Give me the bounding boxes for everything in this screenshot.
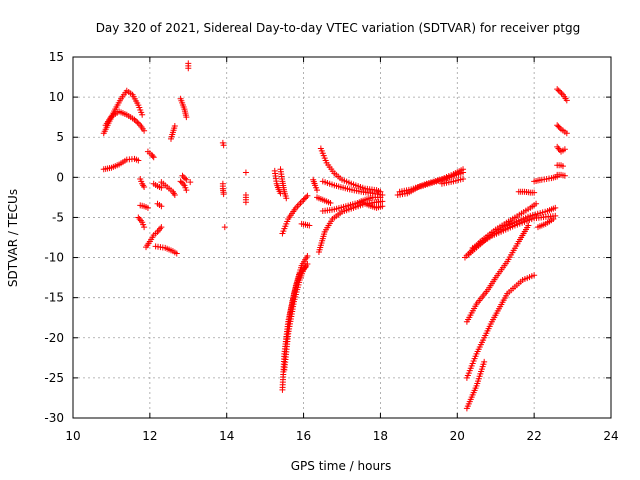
y-axis-label: SDTVAR / TECUs	[6, 189, 20, 287]
x-tick-label: 12	[142, 429, 157, 443]
data-point	[460, 166, 467, 173]
data-point	[550, 216, 557, 223]
data-point	[561, 172, 568, 179]
data-point	[277, 190, 284, 197]
data-point	[300, 196, 307, 203]
x-tick-label: 22	[527, 429, 542, 443]
data-point	[220, 142, 227, 149]
data-point	[555, 123, 562, 130]
data-point	[460, 175, 467, 182]
x-tick-label: 24	[603, 429, 618, 443]
data-point	[144, 204, 151, 211]
x-tick-label: 14	[219, 429, 234, 443]
data-point	[178, 179, 185, 186]
data-point	[314, 187, 321, 194]
data-point	[132, 117, 139, 124]
data-point	[558, 90, 565, 97]
data-point	[220, 191, 227, 198]
data-point	[327, 200, 334, 207]
y-tick-label: 5	[56, 130, 64, 144]
data-point	[135, 120, 142, 127]
data-point	[561, 146, 568, 153]
data-point	[177, 178, 184, 185]
plot-frame	[72, 56, 612, 419]
data-point	[158, 203, 165, 210]
data-point	[283, 195, 290, 202]
data-point	[150, 154, 157, 161]
y-tick-label: -25	[44, 371, 64, 385]
data-point	[379, 203, 386, 210]
data-point	[158, 184, 165, 191]
y-tick-label: 10	[49, 90, 64, 104]
grid	[73, 57, 611, 418]
data-point	[173, 250, 180, 257]
data-point	[554, 122, 561, 129]
data-point	[306, 222, 313, 229]
data-point	[141, 183, 148, 190]
data-point	[183, 187, 190, 194]
data-point	[180, 174, 187, 181]
data-point	[301, 195, 308, 202]
axis-ticks: 10 12 14 16 18 20 22 24 -30 -25 -20 -15 -10 -5 0 5 10 15	[44, 50, 618, 443]
y-tick-label: -20	[44, 331, 64, 345]
data-point	[187, 179, 194, 186]
data-point	[563, 97, 570, 104]
data-point	[555, 87, 562, 94]
data-point	[185, 65, 192, 72]
data-point	[158, 224, 165, 231]
data-point	[552, 204, 559, 211]
data-point	[171, 122, 178, 129]
x-tick-label: 16	[296, 429, 311, 443]
data-point	[304, 252, 311, 259]
data-point	[139, 111, 146, 118]
data-point	[379, 191, 386, 198]
data-point	[563, 130, 570, 137]
data-point	[556, 124, 563, 131]
chart-title: Day 320 of 2021, Sidereal Day-to-day VTE…	[96, 21, 581, 35]
data-points	[100, 60, 570, 412]
data-point	[531, 272, 538, 279]
data-point	[171, 191, 178, 198]
data-point	[180, 181, 187, 188]
data-point	[304, 192, 311, 199]
data-point	[533, 200, 540, 207]
data-point	[131, 116, 138, 123]
y-tick-label: -30	[44, 411, 64, 425]
data-point	[525, 222, 532, 229]
data-point	[183, 114, 190, 121]
data-point	[135, 157, 142, 164]
data-point	[531, 189, 538, 196]
data-point	[303, 194, 310, 201]
data-point	[554, 86, 561, 93]
x-tick-label: 18	[373, 429, 388, 443]
data-point	[183, 176, 190, 183]
data-point	[182, 175, 189, 182]
y-tick-label: -10	[44, 251, 64, 265]
x-tick-label: 20	[450, 429, 465, 443]
y-tick-label: -5	[52, 210, 64, 224]
y-tick-label: -15	[44, 291, 64, 305]
x-axis-label: GPS time / hours	[291, 459, 392, 473]
data-point	[179, 172, 186, 179]
data-point	[552, 212, 559, 219]
data-point	[559, 163, 566, 170]
data-point	[141, 224, 148, 231]
x-tick-label: 10	[65, 429, 80, 443]
y-tick-label: 15	[49, 50, 64, 64]
data-point	[221, 224, 228, 231]
data-point	[242, 199, 249, 206]
data-point	[134, 119, 141, 126]
data-point	[141, 127, 148, 134]
data-point	[242, 169, 249, 176]
data-point	[149, 153, 156, 160]
y-tick-label: 0	[56, 170, 64, 184]
data-point	[481, 358, 488, 365]
data-point	[557, 88, 564, 95]
